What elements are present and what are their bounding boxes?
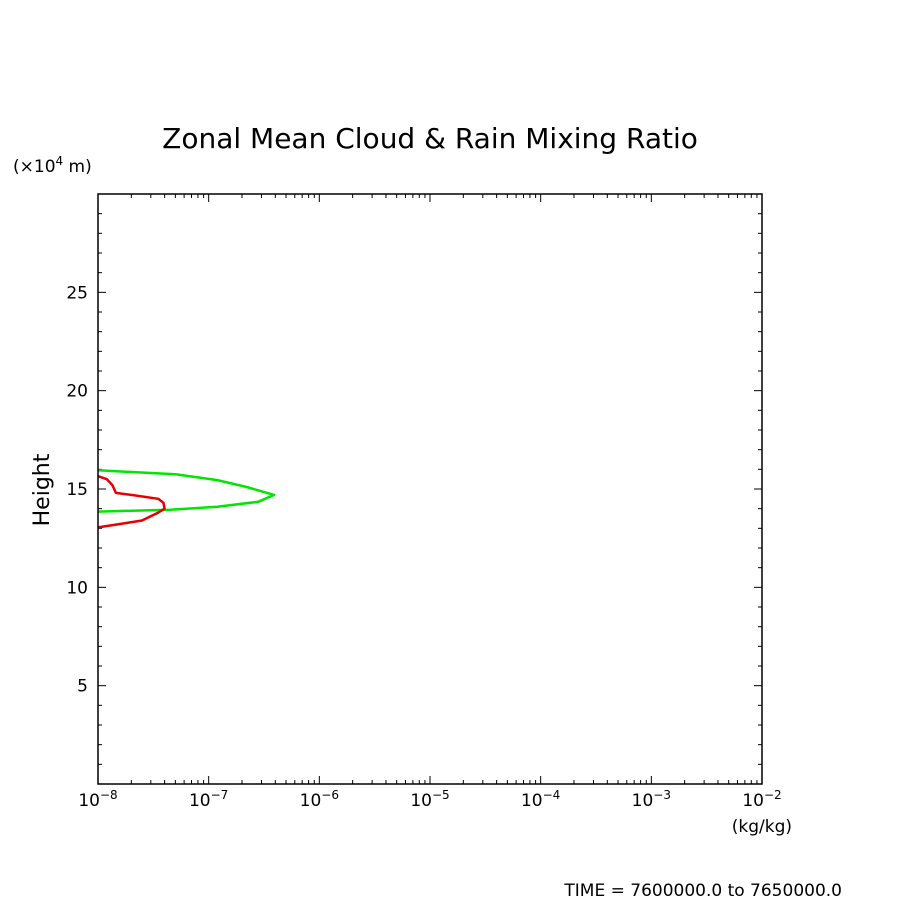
y-unit-label: (×104 m) [13,154,92,177]
y-tick-label: 5 [77,677,88,697]
series-group [97,469,276,529]
y-axis-label: Height [30,453,55,526]
y-tick-label: 15 [66,480,88,500]
x-tick-labels: 10−8 10−7 10−6 10−5 10−4 10−3 10−2 [78,788,781,811]
x-tick-label: 10−5 [410,788,449,811]
y-tick-label: 25 [66,283,88,303]
axis-ticks [98,194,762,784]
x-tick-label: 10−8 [78,788,117,811]
x-tick-label: 10−6 [300,788,339,811]
x-tick-label: 10−4 [521,788,560,811]
chart-title: Zonal Mean Cloud & Rain Mixing Ratio [162,122,698,155]
x-unit-label: (kg/kg) [732,817,792,837]
plot-frame [97,193,763,785]
y-tick-label: 20 [66,382,88,402]
x-tick-label: 10−2 [742,788,781,811]
x-tick-label: 10−7 [189,788,228,811]
x-tick-label: 10−3 [632,788,671,811]
y-tick-label: 10 [66,578,88,598]
y-tick-labels: 5 10 15 20 25 [66,283,88,696]
time-range-label: TIME = 7600000.0 to 7650000.0 [563,881,842,901]
series-line-1 [97,469,276,513]
series-line-2 [97,475,166,529]
